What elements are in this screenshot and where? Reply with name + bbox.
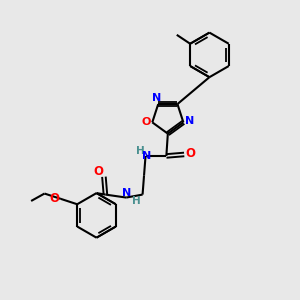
- Text: N: N: [142, 151, 152, 161]
- Text: N: N: [185, 116, 194, 126]
- Text: O: O: [142, 117, 151, 128]
- Text: H: H: [132, 196, 141, 206]
- Text: H: H: [136, 146, 145, 156]
- Text: O: O: [185, 147, 195, 161]
- Text: N: N: [122, 188, 131, 198]
- Text: O: O: [49, 192, 59, 205]
- Text: N: N: [152, 93, 161, 103]
- Text: O: O: [93, 165, 103, 178]
